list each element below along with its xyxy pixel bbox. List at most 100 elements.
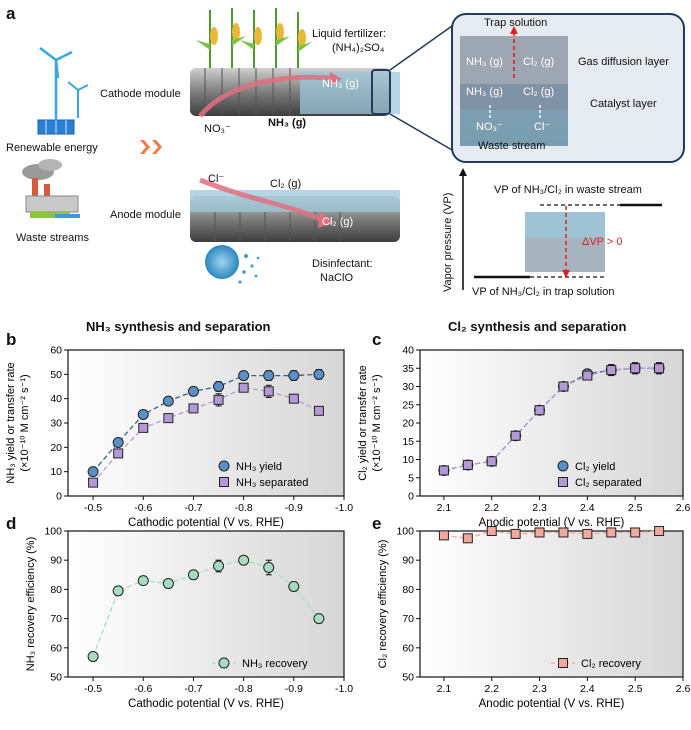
data-point bbox=[582, 370, 593, 381]
data-point bbox=[263, 370, 275, 382]
x-tick-label: -0.8 bbox=[235, 683, 253, 695]
data-point bbox=[582, 528, 593, 539]
legend-label: Cl₂ recovery bbox=[581, 658, 641, 670]
y-axis-label: NH₃ recovery efficiency (%) bbox=[25, 537, 37, 671]
data-point bbox=[313, 368, 325, 380]
data-point bbox=[238, 370, 250, 382]
chart-e: 2.1 2.2 2.3 2.4 2.5 2.6 50 60 70 80 90 100 Anodic po… bbox=[377, 526, 690, 711]
vapor-pressure-diagram bbox=[459, 168, 662, 290]
x-tick-label: 2.2 bbox=[484, 502, 499, 514]
plot-area bbox=[419, 349, 684, 497]
y-tick-label: 40 bbox=[50, 393, 62, 405]
y-axis-unit-label: (×10⁻¹⁰ M cm⁻² s⁻¹) bbox=[19, 374, 31, 471]
x-tick-label: 2.2 bbox=[484, 683, 499, 695]
bacteria-icon bbox=[205, 245, 260, 284]
y-tick-label: 50 bbox=[402, 672, 414, 684]
inset-waste-stream-label: Waste stream bbox=[478, 140, 546, 152]
data-point bbox=[288, 580, 300, 592]
anode-module-label: Anode module bbox=[110, 209, 181, 221]
x-axis-label: Cathodic potential (V vs. RHE) bbox=[128, 698, 284, 710]
legend-marker bbox=[557, 460, 569, 472]
y-axis-label: Cl₂ recovery efficiency (%) bbox=[377, 540, 389, 669]
data-point bbox=[510, 528, 521, 539]
y-tick-label: 10 bbox=[50, 466, 62, 478]
data-point bbox=[438, 530, 449, 541]
data-point bbox=[238, 554, 250, 566]
y-tick-label: 60 bbox=[50, 345, 62, 357]
legend-marker bbox=[558, 658, 568, 668]
data-point bbox=[438, 465, 449, 476]
data-point bbox=[162, 578, 174, 590]
data-point bbox=[213, 381, 225, 392]
cathode-module-tube bbox=[190, 25, 453, 151]
data-point bbox=[606, 527, 617, 538]
data-point bbox=[486, 456, 497, 467]
waste-streams-icon bbox=[22, 159, 80, 218]
x-tick-label: 2.1 bbox=[437, 502, 452, 514]
y-tick-label: 30 bbox=[50, 418, 62, 430]
data-point bbox=[188, 403, 199, 414]
series-line bbox=[92, 387, 320, 484]
inset-trap-solution-label: Trap solution bbox=[484, 17, 548, 29]
inset-chlorine-top-label: Cl₂ (g) bbox=[523, 56, 555, 68]
x-tick-label: 2.6 bbox=[676, 502, 691, 514]
y-tick-label: 80 bbox=[402, 584, 414, 596]
y-tick-label: 25 bbox=[402, 399, 414, 411]
chart-c: 2.1 2.2 2.3 2.4 2.5 2.6 0 5 10 15 20 25 30 35 40 Anodic… bbox=[357, 345, 690, 530]
y-axis-label: NH₃ yield or transfer rate bbox=[5, 362, 17, 483]
data-point bbox=[263, 562, 275, 573]
data-point bbox=[462, 533, 473, 544]
y-tick-label: 5 bbox=[408, 472, 414, 484]
renewable-energy-label: Renewable energy bbox=[6, 142, 98, 154]
vp-top-line-label: VP of NH₃/Cl₂ in waste stream bbox=[494, 184, 642, 196]
inset-nitrate-label: NO₃⁻ bbox=[476, 121, 503, 133]
x-tick-label: -1.0 bbox=[335, 502, 353, 514]
panel-letter-b: b bbox=[6, 330, 17, 349]
x-tick-label: 2.3 bbox=[532, 502, 547, 514]
y-axis-unit-label: (×10⁻¹⁰ M cm⁻² s⁻¹) bbox=[371, 374, 383, 471]
legend-marker bbox=[219, 477, 229, 487]
data-point bbox=[112, 436, 124, 448]
data-point bbox=[510, 430, 521, 441]
data-point bbox=[87, 466, 99, 478]
data-point bbox=[162, 395, 174, 407]
legend-label: NH₃ recovery bbox=[242, 658, 308, 670]
anode-module-tube bbox=[190, 177, 400, 242]
chloride-label: Cl⁻ bbox=[208, 173, 225, 185]
data-point bbox=[654, 526, 665, 536]
y-tick-label: 30 bbox=[402, 381, 414, 393]
inset-ammonia-mid-label: NH₃ (g) bbox=[466, 86, 503, 98]
data-point bbox=[238, 382, 249, 393]
data-point bbox=[534, 405, 545, 416]
data-point bbox=[137, 408, 149, 420]
liquid-fertilizer-label: Liquid fertilizer: bbox=[312, 28, 386, 40]
y-tick-label: 70 bbox=[402, 613, 414, 625]
chlorine-gas-arrow-label: Cl₂ (g) bbox=[270, 178, 302, 190]
x-tick-label: -0.9 bbox=[285, 502, 303, 514]
x-tick-label: -1.0 bbox=[335, 683, 353, 695]
corn-plants-icon bbox=[196, 8, 312, 70]
data-point bbox=[163, 413, 174, 424]
cathode-module-label: Cathode module bbox=[100, 88, 181, 100]
fertilizer-formula-label: (NH₄)₂SO₄ bbox=[332, 42, 385, 54]
legend-label: Cl₂ separated bbox=[575, 477, 642, 489]
data-point bbox=[263, 386, 274, 397]
panel-letter-c: c bbox=[372, 330, 382, 349]
plot-area bbox=[419, 530, 684, 678]
chart-c-title: Cl₂ synthesis and separation bbox=[448, 319, 627, 334]
delta-vp-label: ΔVP > 0 bbox=[582, 236, 623, 248]
y-tick-label: 0 bbox=[56, 491, 62, 503]
panel-letter-d: d bbox=[6, 514, 17, 533]
legend-marker bbox=[558, 477, 568, 487]
x-tick-label: -0.7 bbox=[184, 502, 202, 514]
y-tick-label: 20 bbox=[402, 418, 414, 430]
data-point bbox=[313, 613, 325, 625]
data-point bbox=[187, 385, 199, 397]
data-point bbox=[288, 370, 300, 382]
chevron-arrows-icon bbox=[140, 140, 162, 154]
y-tick-label: 50 bbox=[50, 672, 62, 684]
series-line bbox=[92, 373, 319, 473]
x-tick-label: 2.4 bbox=[580, 502, 595, 514]
x-tick-label: 2.4 bbox=[580, 683, 595, 695]
x-tick-label: -0.6 bbox=[134, 502, 152, 514]
